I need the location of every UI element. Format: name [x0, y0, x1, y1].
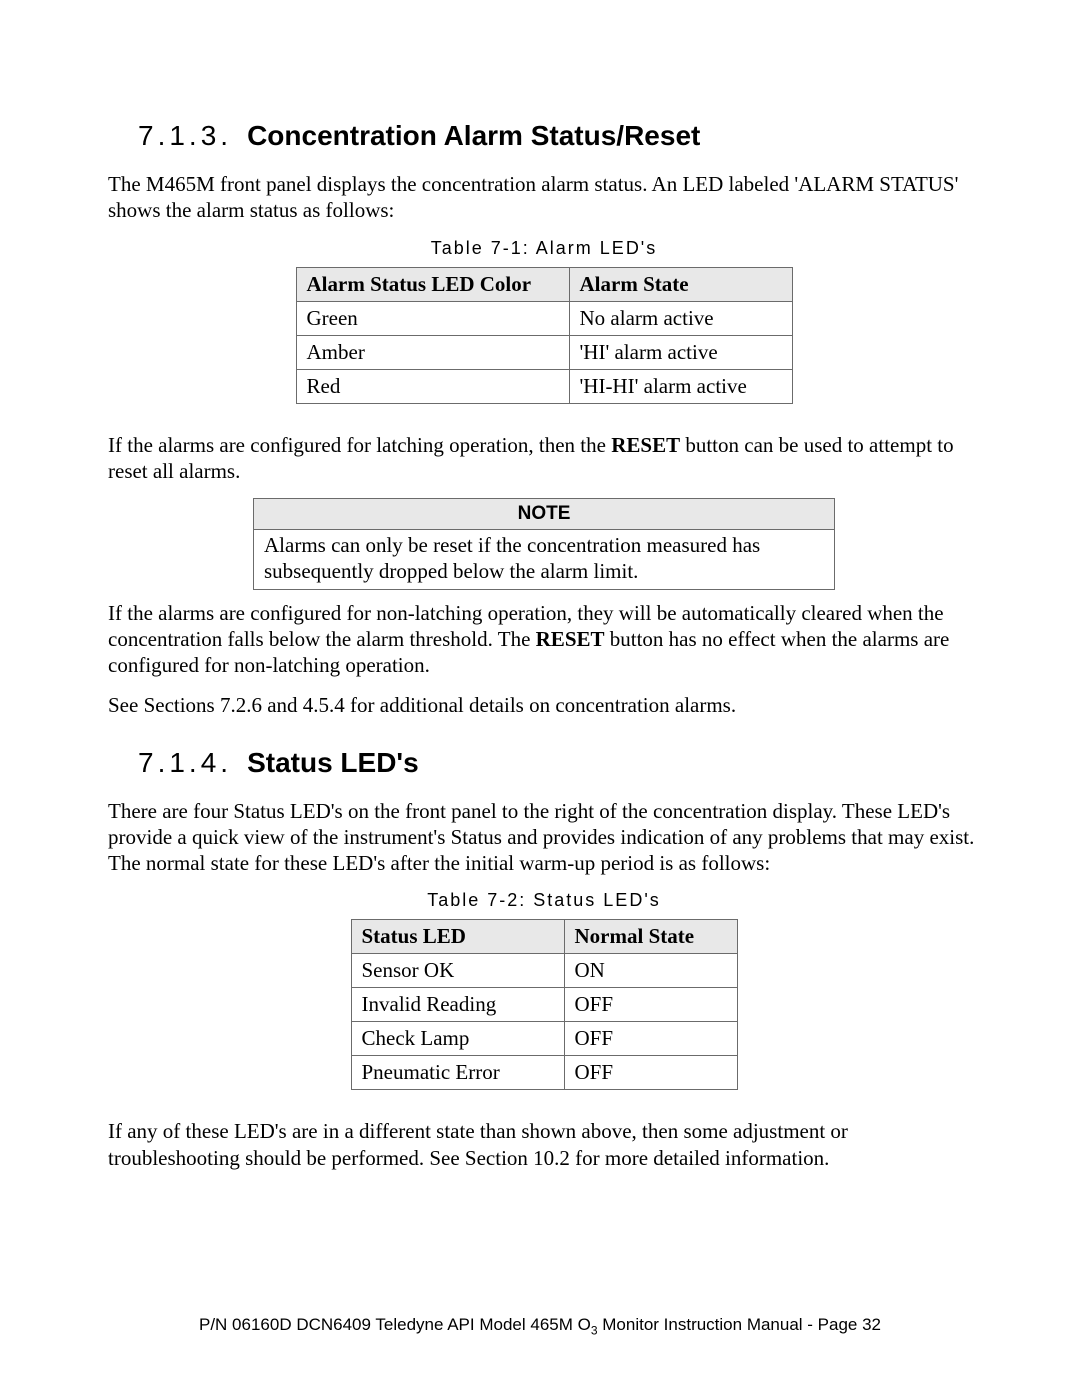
- heading-number: 7.1.3.: [138, 120, 232, 151]
- alarm-led-table: Alarm Status LED Color Alarm State Green…: [296, 267, 793, 404]
- heading-title: Status LED's: [247, 747, 419, 778]
- table-cell: 'HI-HI' alarm active: [569, 369, 792, 403]
- nonlatching-paragraph: If the alarms are configured for non-lat…: [108, 600, 980, 679]
- table-cell: 'HI' alarm active: [569, 335, 792, 369]
- table-cell: Red: [296, 369, 569, 403]
- document-page: 7.1.3. Concentration Alarm Status/Reset …: [0, 0, 1080, 1397]
- note-body: Alarms can only be reset if the concentr…: [254, 530, 834, 589]
- footer-text: P/N 06160D DCN6409 Teledyne API Model 46…: [199, 1315, 591, 1334]
- heading-number: 7.1.4.: [138, 747, 232, 778]
- intro-paragraph-1: The M465M front panel displays the conce…: [108, 171, 980, 224]
- footer-subscript: 3: [591, 1323, 598, 1337]
- heading-title: Concentration Alarm Status/Reset: [247, 120, 700, 151]
- table-cell: Invalid Reading: [351, 988, 564, 1022]
- table-cell: OFF: [564, 988, 737, 1022]
- footer-text: Monitor Instruction Manual - Page 32: [598, 1315, 881, 1334]
- table-cell: No alarm active: [569, 301, 792, 335]
- table-cell: ON: [564, 954, 737, 988]
- page-footer: P/N 06160D DCN6409 Teledyne API Model 46…: [0, 1315, 1080, 1337]
- status-led-table: Status LED Normal State Sensor OKONInval…: [351, 919, 738, 1090]
- table-header-cell: Alarm State: [569, 267, 792, 301]
- table-row: Check LampOFF: [351, 1022, 737, 1056]
- heading-7-1-3: 7.1.3. Concentration Alarm Status/Reset: [138, 120, 980, 153]
- note-title: NOTE: [254, 499, 834, 530]
- table-cell: Pneumatic Error: [351, 1056, 564, 1090]
- text: If the alarms are configured for latchin…: [108, 433, 611, 457]
- troubleshoot-paragraph: If any of these LED's are in a different…: [108, 1118, 980, 1171]
- table-row: Red'HI-HI' alarm active: [296, 369, 792, 403]
- table-header-row: Alarm Status LED Color Alarm State: [296, 267, 792, 301]
- note-box: NOTE Alarms can only be reset if the con…: [253, 498, 835, 590]
- table-header-cell: Status LED: [351, 920, 564, 954]
- table-cell: Green: [296, 301, 569, 335]
- reset-word: RESET: [536, 627, 605, 651]
- table-header-cell: Normal State: [564, 920, 737, 954]
- table-cell: Check Lamp: [351, 1022, 564, 1056]
- heading-7-1-4: 7.1.4. Status LED's: [138, 747, 980, 780]
- table-header-row: Status LED Normal State: [351, 920, 737, 954]
- table-cell: Sensor OK: [351, 954, 564, 988]
- table-1-caption: Table 7-1: Alarm LED's: [108, 238, 980, 259]
- table-cell: Amber: [296, 335, 569, 369]
- table-cell: OFF: [564, 1022, 737, 1056]
- table-2-caption: Table 7-2: Status LED's: [108, 890, 980, 911]
- see-sections-paragraph: See Sections 7.2.6 and 4.5.4 for additio…: [108, 692, 980, 718]
- table-row: GreenNo alarm active: [296, 301, 792, 335]
- table-row: Invalid ReadingOFF: [351, 988, 737, 1022]
- table-row: Pneumatic ErrorOFF: [351, 1056, 737, 1090]
- table-row: Sensor OKON: [351, 954, 737, 988]
- reset-word: RESET: [611, 433, 680, 457]
- intro-paragraph-2: There are four Status LED's on the front…: [108, 798, 980, 877]
- table-cell: OFF: [564, 1056, 737, 1090]
- latching-paragraph: If the alarms are configured for latchin…: [108, 432, 980, 485]
- table-row: Amber'HI' alarm active: [296, 335, 792, 369]
- table-header-cell: Alarm Status LED Color: [296, 267, 569, 301]
